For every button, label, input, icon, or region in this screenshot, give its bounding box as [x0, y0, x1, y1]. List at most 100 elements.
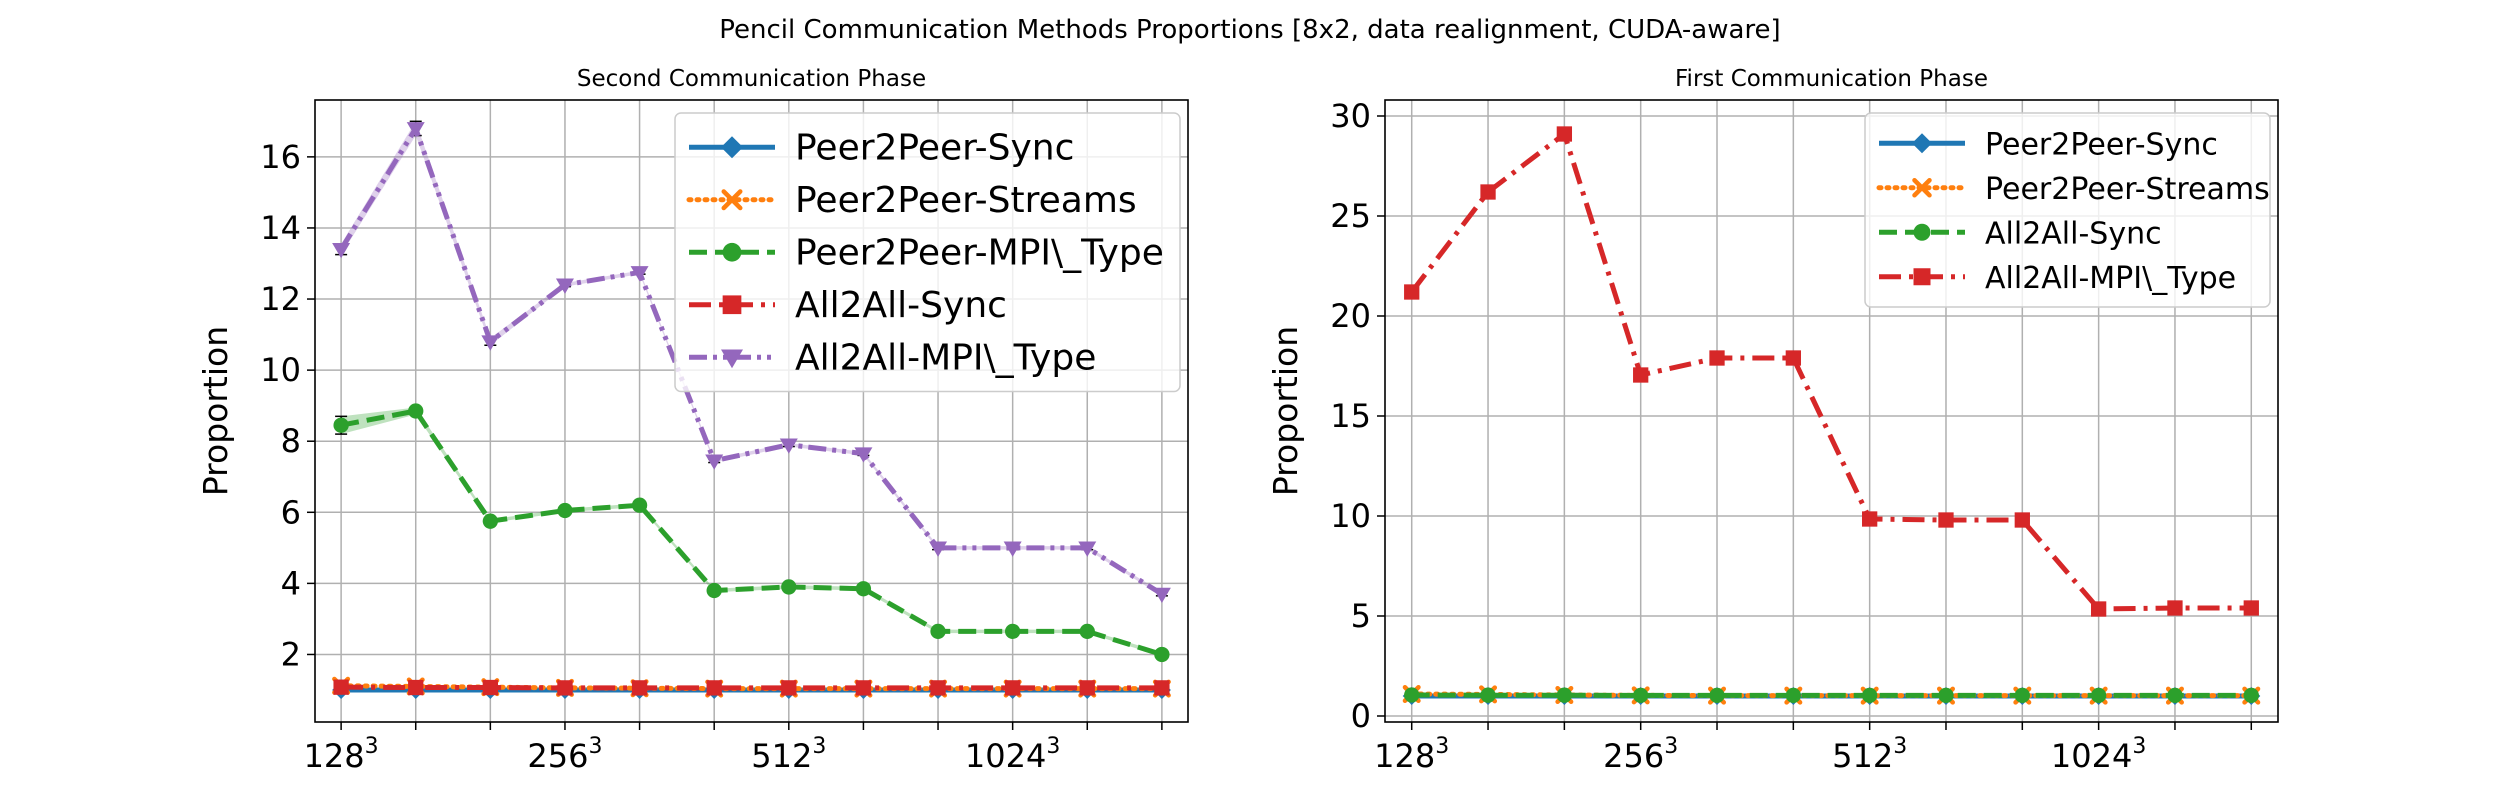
- marker-square: [408, 680, 423, 695]
- y-tick-label: 14: [260, 209, 301, 247]
- marker-square: [930, 680, 945, 695]
- marker-circle: [2167, 688, 2182, 703]
- legend-label: Peer2Peer-Sync: [1985, 127, 2218, 162]
- legend-label: All2All-MPI\_Type: [795, 337, 1096, 378]
- legend-label: Peer2Peer-MPI\_Type: [795, 232, 1164, 273]
- marker-square: [1633, 367, 1648, 382]
- x-tick-label: 1283: [304, 734, 379, 775]
- series-4: [333, 680, 1169, 696]
- marker-square: [1480, 184, 1495, 199]
- series-3: [333, 403, 1169, 662]
- y-tick-label: 4: [281, 564, 301, 602]
- marker-square: [1914, 268, 1931, 285]
- marker-circle: [1154, 647, 1169, 662]
- marker-square: [1557, 126, 1572, 141]
- marker-circle: [1005, 624, 1020, 639]
- marker-circle: [1633, 688, 1648, 703]
- y-tick-label: 20: [1330, 297, 1371, 335]
- y-tick-label: 2: [281, 635, 301, 673]
- y-tick-label: 16: [260, 138, 301, 176]
- marker-square: [483, 680, 498, 695]
- marker-circle: [1557, 688, 1572, 703]
- marker-square: [1938, 512, 1953, 527]
- marker-square: [1080, 680, 1095, 695]
- y-tick-label: 30: [1330, 97, 1371, 135]
- marker-circle: [2015, 688, 2030, 703]
- x-tick-label: 10243: [965, 734, 1060, 775]
- marker-square: [856, 680, 871, 695]
- y-tick-label: 5: [1351, 597, 1371, 635]
- marker-circle: [1786, 688, 1801, 703]
- marker-square: [707, 680, 722, 695]
- marker-circle: [1080, 624, 1095, 639]
- marker-circle: [707, 583, 722, 598]
- marker-circle: [856, 581, 871, 596]
- chart-2: 0 5 10 15 20 25 30 1283 2563 5123 10243 First Commu…: [1266, 66, 2278, 775]
- figure-title: Pencil Communication Methods Proportions…: [719, 15, 1780, 45]
- x-tick-label: 5123: [751, 734, 826, 775]
- marker-circle: [483, 514, 498, 529]
- legend-label: All2All-MPI\_Type: [1985, 261, 2236, 296]
- marker-triangle: [332, 243, 350, 258]
- marker-square: [2015, 512, 2030, 527]
- y-tick-label: 25: [1330, 197, 1371, 235]
- y-tick-label: 15: [1330, 397, 1371, 435]
- marker-circle: [2091, 688, 2106, 703]
- marker-square: [2167, 600, 2182, 615]
- y-tick-label: 12: [260, 280, 301, 318]
- chart-title: First Communication Phase: [1675, 66, 1988, 92]
- legend: Peer2Peer-Sync Peer2Peer-Streams All2All-S…: [1865, 113, 2270, 307]
- y-axis-label: Proportion: [1266, 326, 1305, 496]
- marker-circle: [557, 503, 572, 518]
- legend-label: All2All-Sync: [795, 285, 1007, 326]
- marker-square: [1709, 350, 1724, 365]
- legend-label: Peer2Peer-Streams: [1985, 172, 2270, 207]
- legend-label: All2All-Sync: [1985, 216, 2162, 251]
- marker-circle: [408, 403, 423, 418]
- series-3: [1404, 687, 2259, 703]
- marker-triangle: [705, 454, 723, 469]
- y-tick-label: 10: [260, 351, 301, 389]
- y-tick-label: 0: [1351, 697, 1371, 735]
- y-tick-label: 6: [281, 493, 301, 531]
- legend: Peer2Peer-Sync Peer2Peer-Streams Peer2Peer…: [675, 113, 1180, 392]
- y-tick-label: 8: [281, 422, 301, 460]
- marker-square: [333, 680, 348, 695]
- y-tick-label: 10: [1330, 497, 1371, 535]
- x-tick-label: 10243: [2051, 734, 2146, 775]
- series-line: [341, 411, 1162, 654]
- marker-circle: [1862, 688, 1877, 703]
- marker-square: [1786, 350, 1801, 365]
- legend-label: Peer2Peer-Streams: [795, 180, 1137, 221]
- marker-circle: [1914, 224, 1931, 241]
- marker-circle: [1709, 688, 1724, 703]
- marker-circle: [333, 418, 348, 433]
- marker-circle: [781, 579, 796, 594]
- marker-triangle: [1153, 588, 1171, 603]
- marker-circle: [2244, 688, 2259, 703]
- marker-square: [1005, 680, 1020, 695]
- legend-label: Peer2Peer-Sync: [795, 127, 1074, 168]
- marker-circle: [1938, 688, 1953, 703]
- marker-square: [557, 680, 572, 695]
- marker-square: [1404, 284, 1419, 299]
- x-tick-label: 1283: [1374, 734, 1449, 775]
- x-tick-label: 5123: [1832, 734, 1907, 775]
- marker-square: [632, 680, 647, 695]
- y-axis-label: Proportion: [196, 326, 235, 496]
- x-tick-label: 2563: [1603, 734, 1678, 775]
- marker-square: [1862, 511, 1877, 526]
- marker-square: [1154, 680, 1169, 695]
- error-band: [341, 407, 1162, 656]
- marker-circle: [723, 243, 742, 262]
- x-tick-label: 2563: [527, 734, 602, 775]
- marker-circle: [930, 624, 945, 639]
- marker-square: [2091, 601, 2106, 616]
- marker-circle: [1480, 688, 1495, 703]
- marker-triangle: [481, 335, 499, 350]
- marker-circle: [632, 498, 647, 513]
- marker-square: [723, 295, 742, 314]
